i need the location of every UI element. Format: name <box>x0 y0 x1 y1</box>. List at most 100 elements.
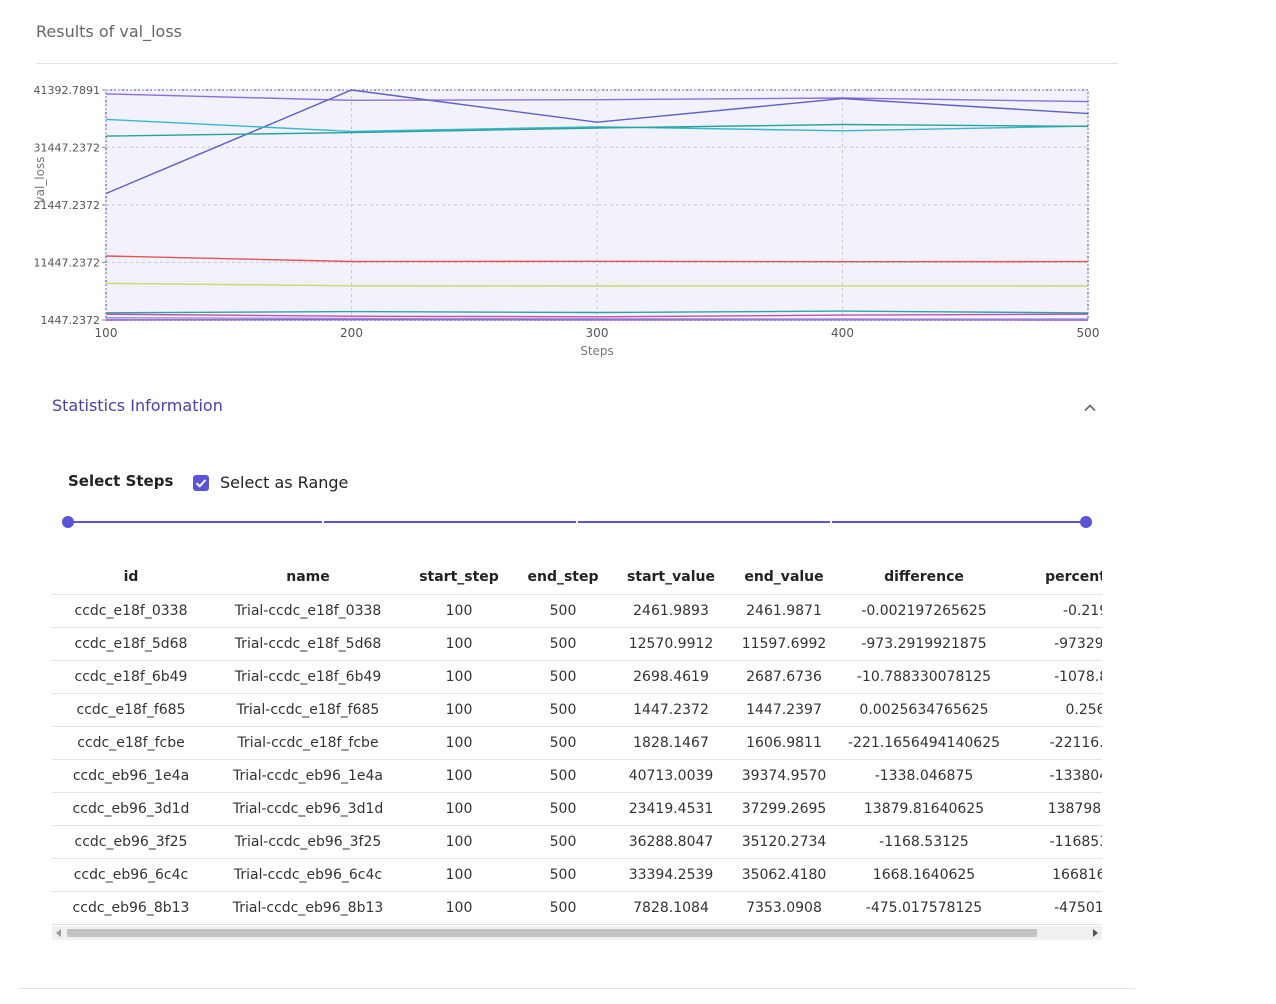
cell-name: Trial-ccdc_eb96_3f25 <box>210 825 406 859</box>
page-title: Results of val_loss <box>36 22 182 41</box>
cell-difference: -1338.046875 <box>840 759 1008 793</box>
cell-id: ccdc_e18f_6b49 <box>52 660 210 694</box>
cell-id: ccdc_eb96_3d1d <box>52 792 210 826</box>
table-row[interactable]: ccdc_e18f_fcbe Trial-ccdc_e18f_fcbe 100 500… <box>52 726 1102 760</box>
cell-start-step: 100 <box>406 660 512 694</box>
cell-id: ccdc_e18f_fcbe <box>52 726 210 760</box>
cell-start-value: 23419.4531 <box>614 792 728 826</box>
cell-end-value: 2461.9871 <box>728 594 840 628</box>
cell-percentage: 166816.40 <box>1008 858 1102 892</box>
column-header-percentage[interactable]: percentage <box>1008 560 1102 595</box>
table-row[interactable]: ccdc_e18f_f685 Trial-ccdc_e18f_f685 100 500… <box>52 693 1102 727</box>
cell-end-step: 500 <box>512 759 614 793</box>
scrollbar-thumb[interactable] <box>67 929 1037 937</box>
cell-start-value: 40713.0039 <box>614 759 728 793</box>
cell-end-step: 500 <box>512 594 614 628</box>
table-row[interactable]: ccdc_eb96_3f25 Trial-ccdc_eb96_3f25 100 500… <box>52 825 1102 859</box>
cell-end-step: 500 <box>512 825 614 859</box>
cell-start-value: 12570.9912 <box>614 627 728 661</box>
y-tick-label: 21447.2372 <box>34 199 100 212</box>
cell-difference: 0.0025634765625 <box>840 693 1008 727</box>
column-header-start-step[interactable]: start_step <box>406 560 512 595</box>
slider-track[interactable] <box>68 521 1088 523</box>
chevron-up-icon[interactable] <box>1082 400 1098 416</box>
cell-start-value: 7828.1084 <box>614 891 728 925</box>
cell-difference: 1668.1640625 <box>840 858 1008 892</box>
cell-end-value: 1447.2397 <box>728 693 840 727</box>
column-header-difference[interactable]: difference <box>840 560 1008 595</box>
y-tick-label: 41392.7891 <box>34 84 100 97</box>
statistics-title: Statistics Information <box>52 396 223 415</box>
series-line[interactable] <box>105 313 1089 318</box>
cell-start-value: 1828.1467 <box>614 726 728 760</box>
cell-end-step: 500 <box>512 792 614 826</box>
table-row[interactable]: ccdc_e18f_6b49 Trial-ccdc_e18f_6b49 100 500… <box>52 660 1102 694</box>
table-row[interactable]: ccdc_e18f_5d68 Trial-ccdc_e18f_5d68 100 500… <box>52 627 1102 661</box>
cell-start-value: 36288.8047 <box>614 825 728 859</box>
cell-percentage: -0.2197 <box>1008 594 1102 628</box>
cell-start-step: 100 <box>406 693 512 727</box>
x-tick-label: 400 <box>831 326 854 340</box>
x-tick-label: 100 <box>95 326 118 340</box>
cell-end-value: 2687.6736 <box>728 660 840 694</box>
cell-end-value: 35062.4180 <box>728 858 840 892</box>
steps-range-slider[interactable] <box>62 512 1094 532</box>
slider-thumb-end[interactable] <box>1080 516 1092 528</box>
series-line[interactable] <box>105 123 1089 137</box>
y-tick-label: 11447.2372 <box>34 256 100 269</box>
scroll-right-icon[interactable] <box>1093 929 1098 937</box>
cell-name: Trial-ccdc_eb96_8b13 <box>210 891 406 925</box>
series-line[interactable] <box>105 118 1089 133</box>
cell-percentage: -116853.12 <box>1008 825 1102 859</box>
cell-start-value: 2698.4619 <box>614 660 728 694</box>
cell-end-step: 500 <box>512 726 614 760</box>
cell-difference: 13879.81640625 <box>840 792 1008 826</box>
column-header-end-step[interactable]: end_step <box>512 560 614 595</box>
cell-difference: -475.017578125 <box>840 891 1008 925</box>
y-tick-label: 1447.2372 <box>41 314 101 327</box>
x-tick-label: 500 <box>1077 326 1100 340</box>
bottom-divider <box>20 988 1135 989</box>
statistics-header[interactable]: Statistics Information <box>52 396 1102 420</box>
column-header-id[interactable]: id <box>52 560 210 595</box>
select-as-range-checkbox[interactable] <box>193 475 209 491</box>
cell-end-value: 1606.9811 <box>728 726 840 760</box>
cell-id: ccdc_eb96_3f25 <box>52 825 210 859</box>
cell-name: Trial-ccdc_eb96_1e4a <box>210 759 406 793</box>
check-icon <box>195 479 207 488</box>
slider-mark <box>322 520 324 524</box>
column-header-end-value[interactable]: end_value <box>728 560 840 595</box>
table-row[interactable]: ccdc_eb96_6c4c Trial-ccdc_eb96_6c4c 100 500… <box>52 858 1102 892</box>
scroll-left-icon[interactable] <box>56 929 61 937</box>
series-line[interactable] <box>105 89 1089 195</box>
column-header-start-value[interactable]: start_value <box>614 560 728 595</box>
cell-name: Trial-ccdc_e18f_5d68 <box>210 627 406 661</box>
cell-start-step: 100 <box>406 759 512 793</box>
series-line[interactable] <box>105 317 1089 320</box>
slider-thumb-start[interactable] <box>62 516 74 528</box>
cell-difference: -221.1656494140625 <box>840 726 1008 760</box>
cell-difference: -973.2919921875 <box>840 627 1008 661</box>
cell-id: ccdc_eb96_1e4a <box>52 759 210 793</box>
cell-percentage: -47501.75 <box>1008 891 1102 925</box>
cell-end-step: 500 <box>512 858 614 892</box>
series-line[interactable] <box>105 310 1089 314</box>
table-row[interactable]: ccdc_eb96_8b13 Trial-ccdc_eb96_8b13 100 500… <box>52 891 1102 925</box>
slider-mark <box>830 520 832 524</box>
val-loss-line-chart[interactable]: 41392.7891 31447.2372 21447.2372 11447.2372… <box>0 70 1120 365</box>
cell-percentage: -1078.833 <box>1008 660 1102 694</box>
series-line[interactable] <box>105 282 1089 287</box>
cell-id: ccdc_eb96_6c4c <box>52 858 210 892</box>
cell-start-step: 100 <box>406 858 512 892</box>
cell-start-value: 2461.9893 <box>614 594 728 628</box>
table-row[interactable]: ccdc_eb96_1e4a Trial-ccdc_eb96_1e4a 100 500… <box>52 759 1102 793</box>
statistics-table-container[interactable]: id name start_step end_step start_value … <box>52 560 1102 940</box>
table-row[interactable]: ccdc_e18f_0338 Trial-ccdc_e18f_0338 100 500… <box>52 594 1102 628</box>
series-line[interactable] <box>105 93 1089 103</box>
column-header-name[interactable]: name <box>210 560 406 595</box>
table-row[interactable]: ccdc_eb96_3d1d Trial-ccdc_eb96_3d1d 100 500… <box>52 792 1102 826</box>
cell-end-step: 500 <box>512 627 614 661</box>
series-line[interactable] <box>105 255 1089 263</box>
table-horizontal-scrollbar[interactable] <box>52 926 1102 940</box>
cell-end-step: 500 <box>512 660 614 694</box>
